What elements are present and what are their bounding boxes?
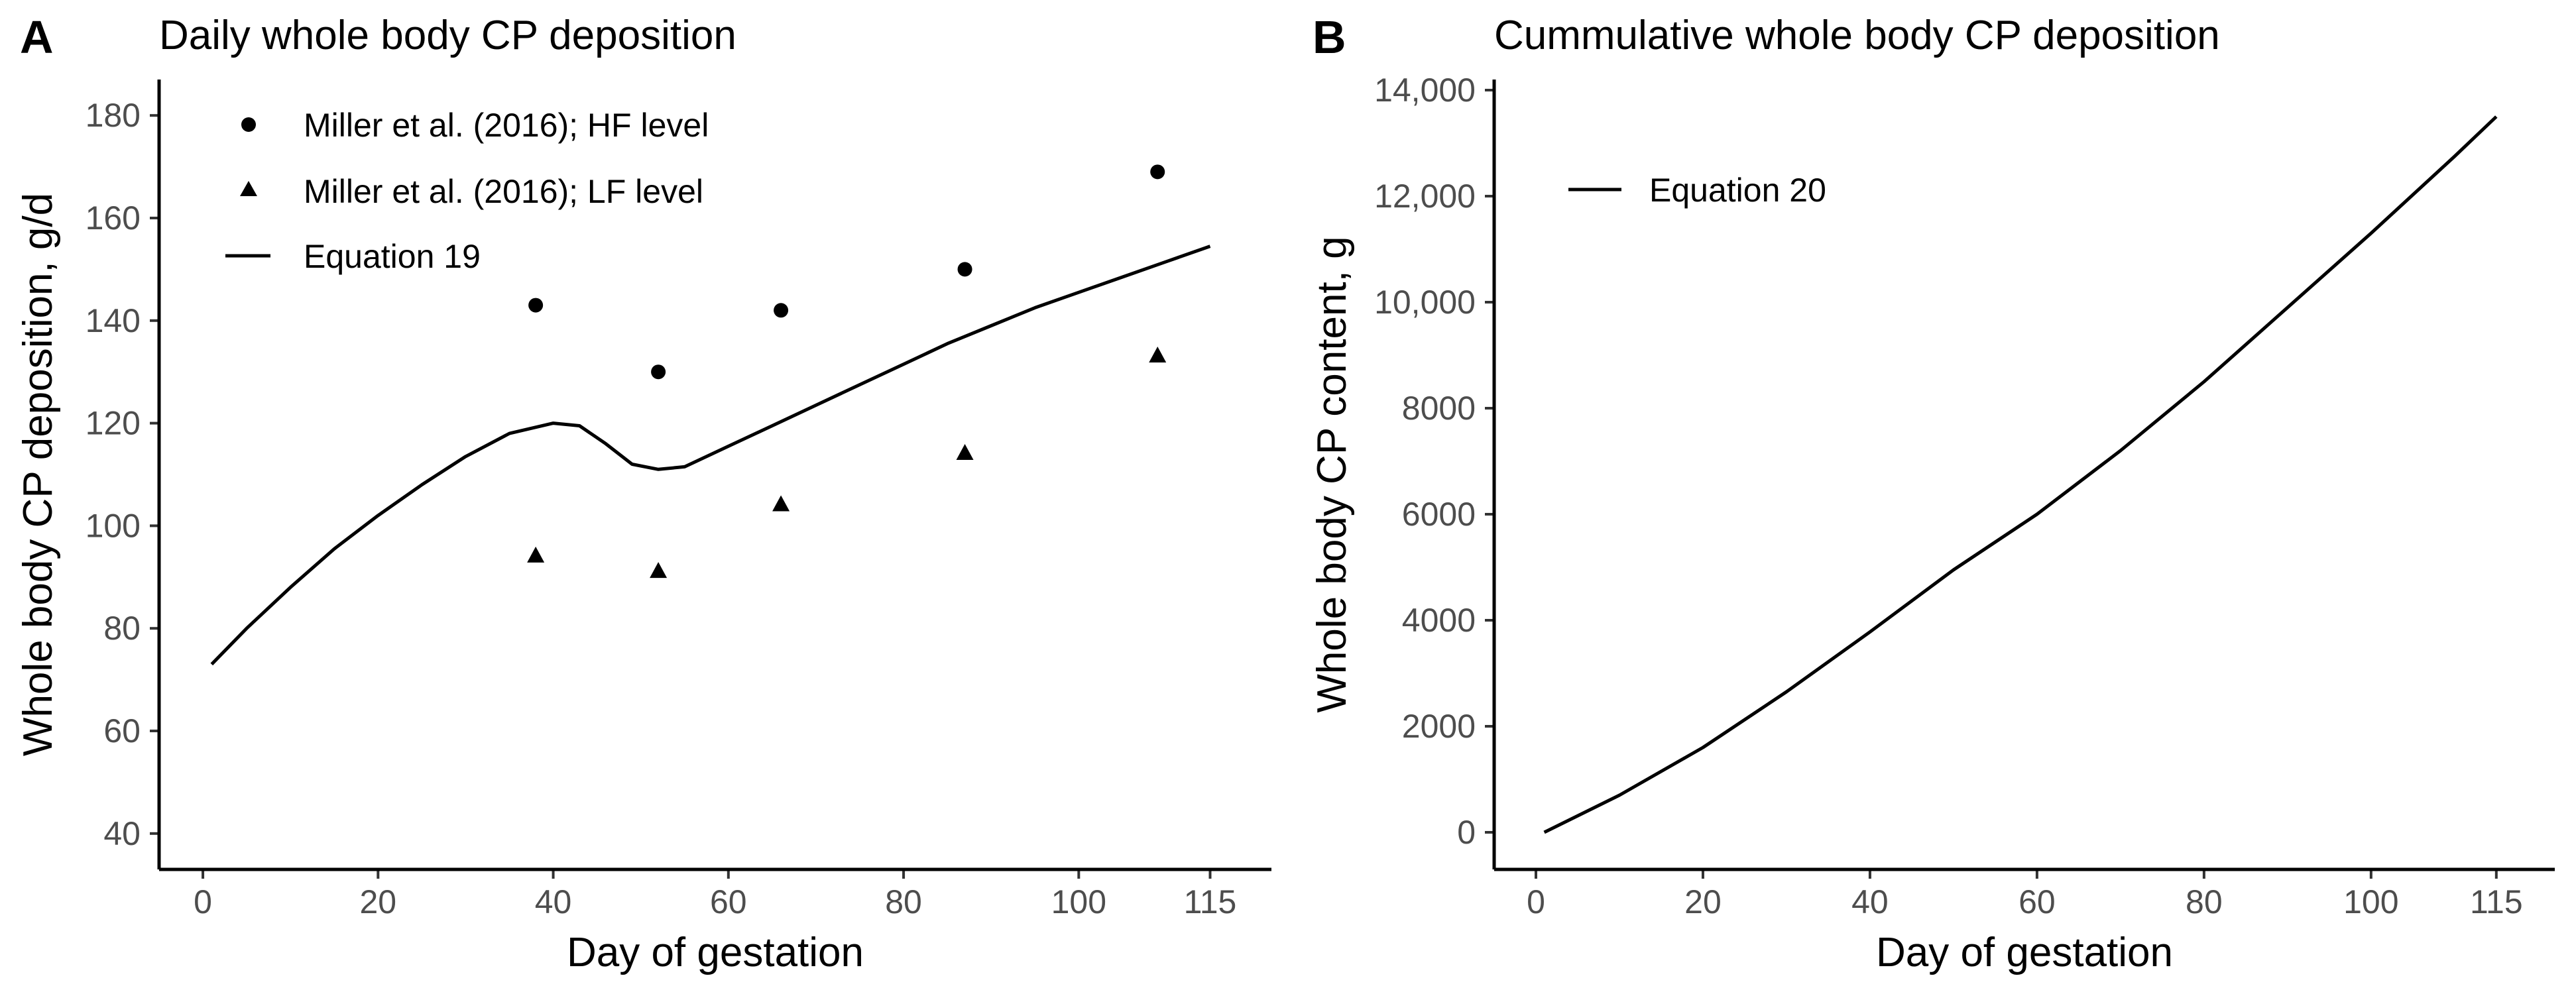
panel-a-x-tick-label: 80 (885, 883, 922, 920)
panel-a-hf-point (774, 303, 789, 318)
panel-a-y-tick-label: 120 (86, 405, 141, 442)
panel-a-hf-point (651, 364, 666, 380)
panel-b-series-line (1543, 115, 2498, 834)
panel-a-lf-point (527, 546, 545, 563)
panel-a-x-tick-label: 0 (194, 883, 212, 920)
legend-triangle-symbol (240, 181, 257, 196)
panel-b-y-ticks: 0 2000 4000 6000 8000 10,000 12,000 14,000 (1374, 72, 1494, 851)
legend-label-eq20: Equation 20 (1649, 172, 1826, 209)
panel-a-y-tick-label: 60 (103, 712, 141, 749)
panel-b-tag: B (1313, 11, 1346, 63)
panel-a-y-tick-label: 40 (103, 815, 141, 852)
panel-a-x-ticks: 0 20 40 60 80 100 115 (194, 869, 1236, 920)
panel-a-y-tick-label: 160 (86, 199, 141, 237)
panel-b-y-tick-label: 10,000 (1374, 284, 1476, 321)
panel-a-hf-point (528, 298, 544, 313)
panel-a-y-tick-label: 100 (86, 507, 141, 544)
panel-b-y-axis-title: Whole body CP content, g (1309, 236, 1355, 712)
panel-a-lf-point (1149, 346, 1167, 362)
panel-b-y-tick-label: 0 (1457, 814, 1476, 851)
panel-b-x-tick-label: 60 (2019, 883, 2056, 920)
panel-a-hf-point (1150, 164, 1165, 180)
panel-a-x-axis-title: Day of gestation (567, 930, 864, 975)
panel-a-x-tick-label: 100 (1051, 883, 1106, 920)
panel-b-legend: Equation 20 (1568, 172, 1826, 209)
panel-b-marks (1543, 115, 2498, 834)
panel-a-legend: Miller et al. (2016); HF level Miller et… (225, 107, 709, 275)
panel-b-y-tick-label: 6000 (1402, 496, 1476, 533)
panel-a-x-tick-label: 40 (535, 883, 572, 920)
panel-b-x-tick-label: 40 (1851, 883, 1889, 920)
panel-b-x-tick-label: 20 (1684, 883, 1722, 920)
panel-b-x-tick-label: 0 (1527, 883, 1545, 920)
panel-b-y-tick-label: 2000 (1402, 708, 1476, 745)
legend-label-hf: Miller et al. (2016); HF level (304, 107, 709, 144)
legend-item-hf: Miller et al. (2016); HF level (241, 107, 709, 144)
panel-a-x-tick-label: 115 (1184, 883, 1237, 920)
panel-b-y-tick-label: 4000 (1402, 602, 1476, 639)
panel-a-tag: A (20, 11, 54, 63)
panel-b-x-tick-label: 80 (2186, 883, 2223, 920)
panel-a-y-tick-label: 80 (103, 610, 141, 647)
panel-a-series-line (210, 245, 1211, 666)
legend-label-lf: Miller et al. (2016); LF level (304, 173, 703, 210)
panel-b-y-tick-label: 8000 (1402, 390, 1476, 427)
panel-b-title: Cummulative whole body CP deposition (1494, 13, 2220, 58)
panel-a-y-ticks: 40 60 80 100 120 140 160 180 (86, 97, 159, 852)
legend-item-eq19: Equation 19 (225, 238, 481, 275)
panel-b-x-axis-title: Day of gestation (1876, 930, 2173, 975)
panel-b: B Cummulative whole body CP deposition 0… (1309, 11, 2555, 975)
panel-a: A Daily whole body CP deposition 0 20 40 60… (15, 11, 1271, 975)
panel-a-lf-point (956, 444, 974, 461)
legend-circle-symbol (241, 117, 256, 132)
panel-a-y-tick-label: 180 (86, 97, 141, 134)
panel-b-y-tick-label: 14,000 (1374, 72, 1476, 109)
panel-a-lf-point (772, 495, 790, 512)
legend-label-eq19: Equation 19 (304, 238, 481, 275)
panel-a-title: Daily whole body CP deposition (159, 13, 736, 58)
panel-a-x-tick-label: 20 (360, 883, 397, 920)
panel-a-hf-point (957, 262, 972, 277)
panel-b-x-ticks: 0 20 40 60 80 100 115 (1527, 869, 2523, 920)
panel-a-lf-point (650, 562, 668, 579)
legend-item-eq20: Equation 20 (1568, 172, 1826, 209)
panel-a-marks (210, 164, 1211, 666)
panel-a-x-tick-label: 60 (710, 883, 747, 920)
panel-b-x-tick-label: 115 (2470, 883, 2523, 920)
panel-a-y-axis-title: Whole body CP deposition, g/d (15, 193, 61, 756)
legend-item-lf: Miller et al. (2016); LF level (240, 173, 703, 210)
panel-a-y-tick-label: 140 (86, 302, 141, 339)
panel-b-x-tick-label: 100 (2343, 883, 2398, 920)
panel-b-y-tick-label: 12,000 (1374, 178, 1476, 215)
